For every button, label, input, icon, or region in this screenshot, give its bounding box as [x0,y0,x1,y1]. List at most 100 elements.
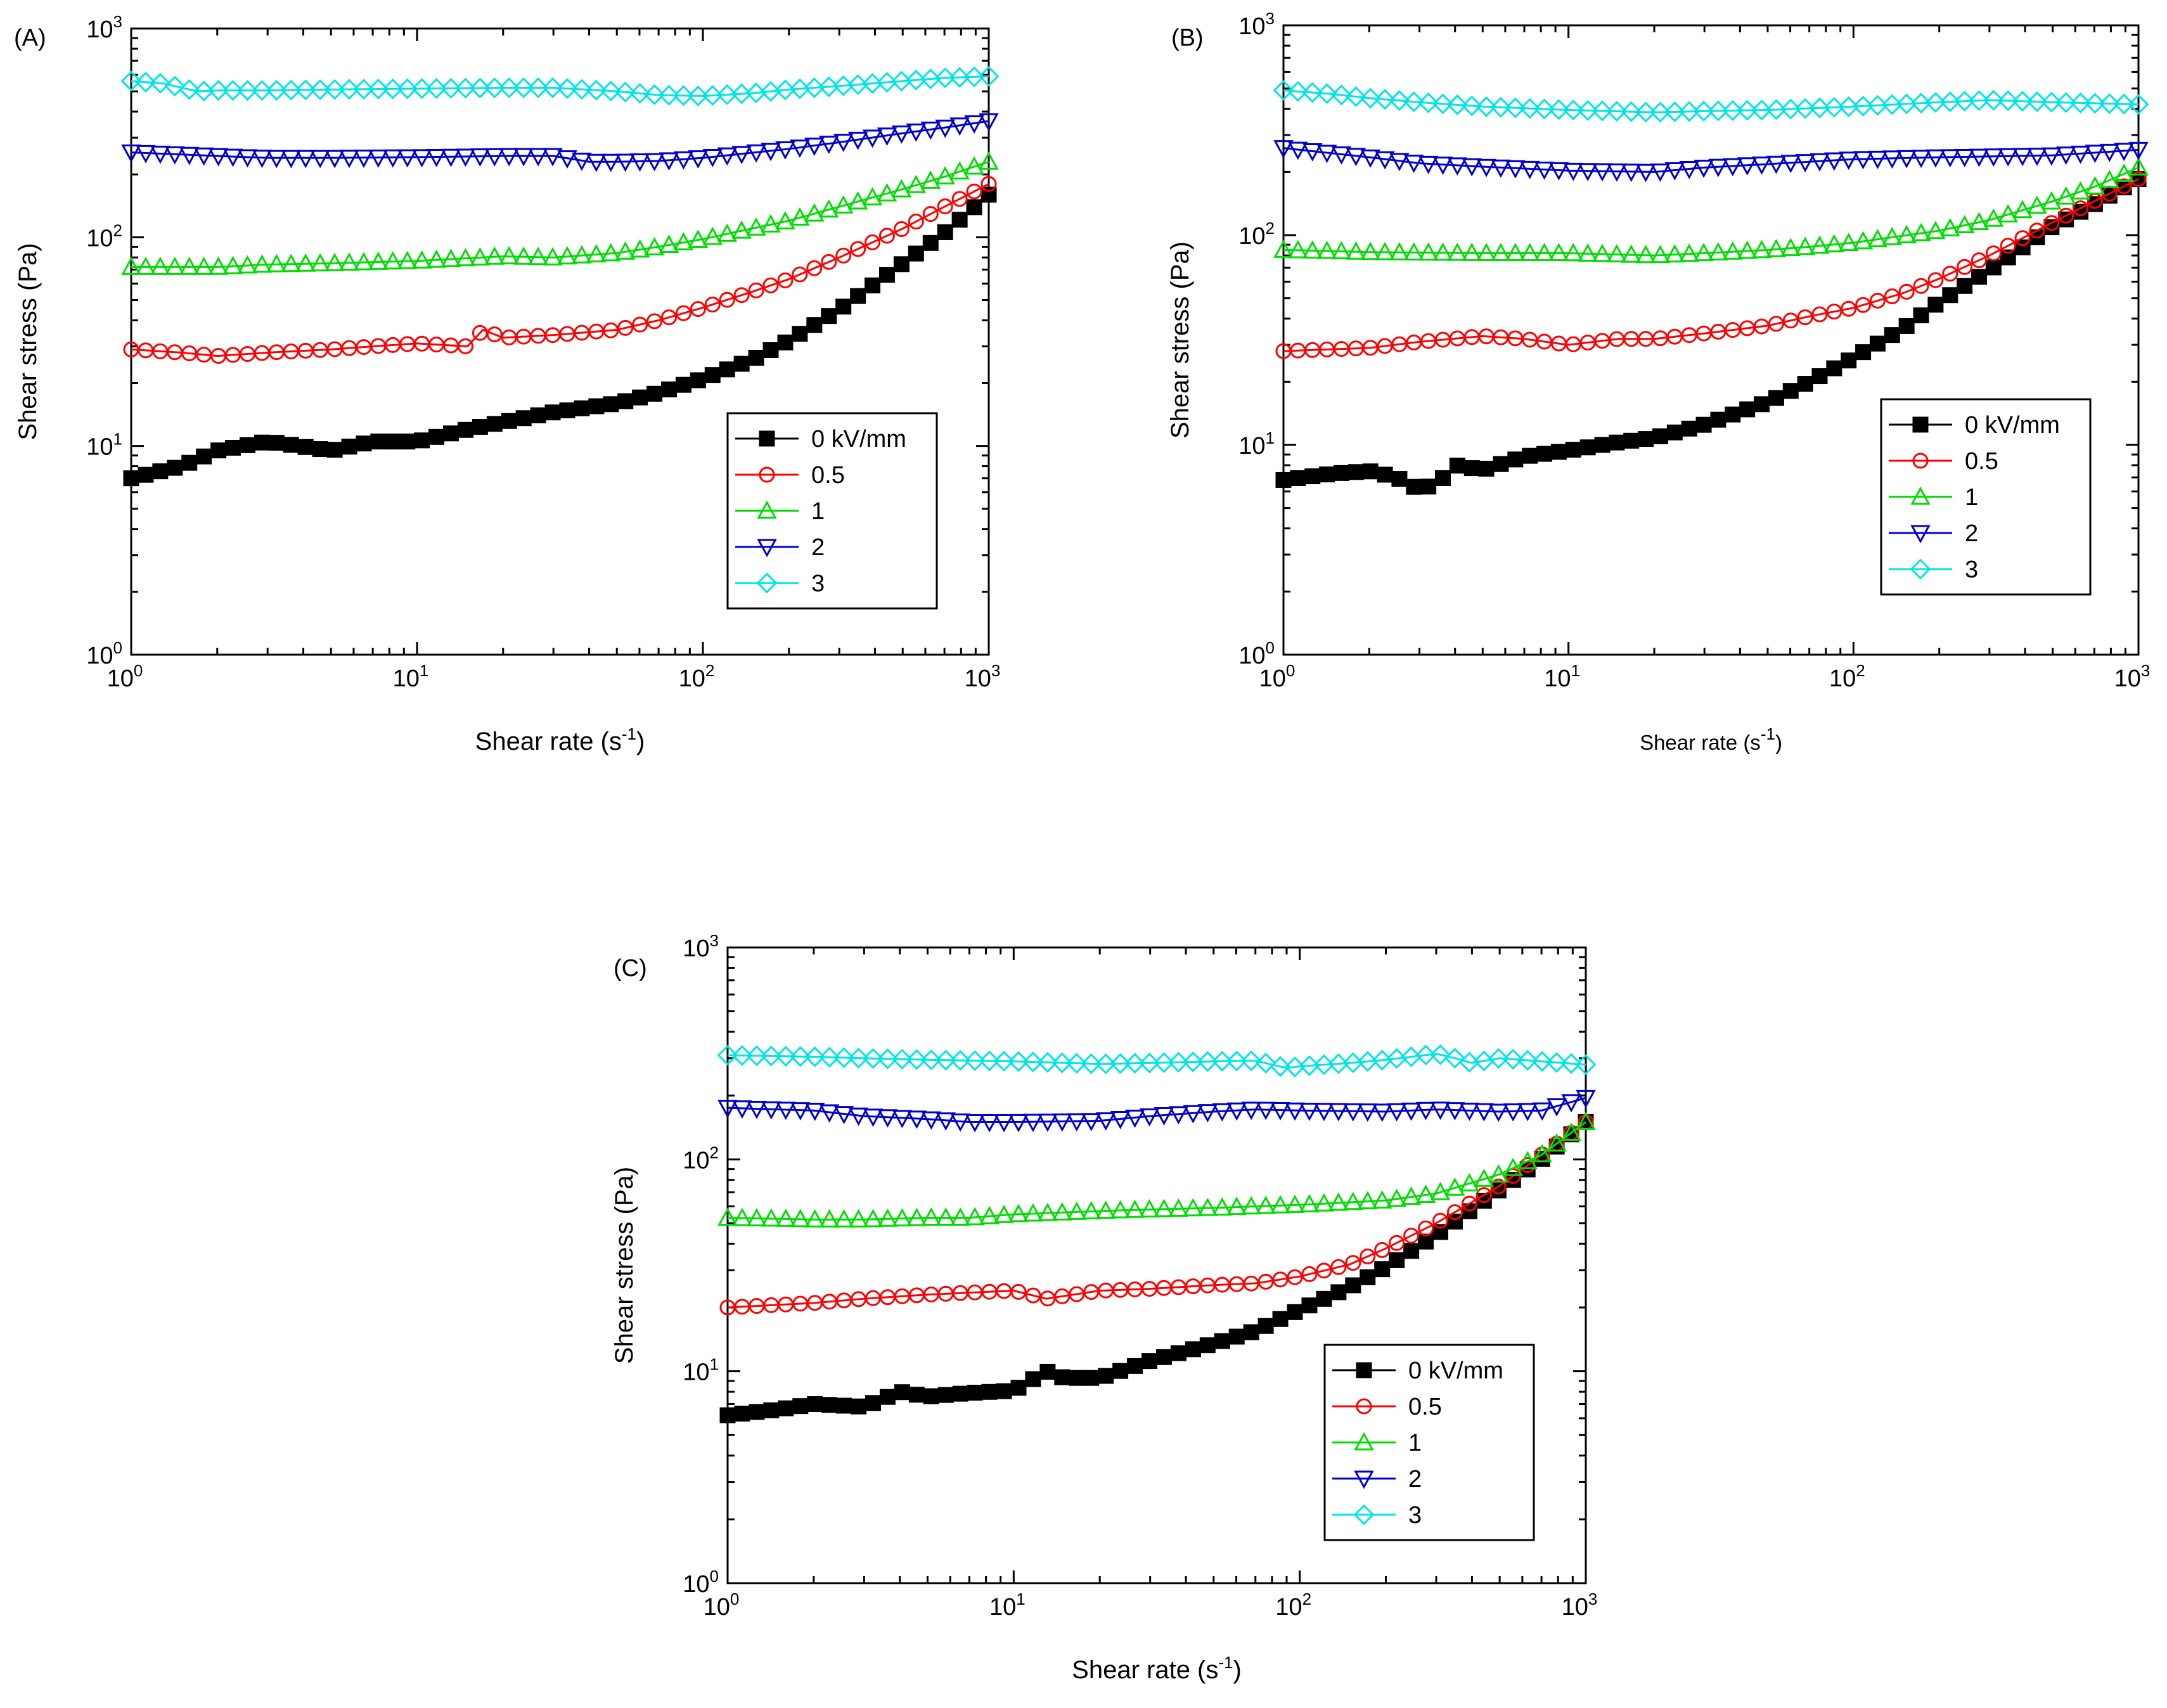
data-point [1418,1233,1434,1250]
data-point [588,398,605,414]
data-point [1635,245,1656,264]
data-point [1420,478,1437,495]
data-point [615,81,636,103]
data-point [1401,1102,1422,1121]
data-point [1754,396,1770,413]
data-point [1183,1198,1204,1217]
x-tick-label: 100 [107,661,143,692]
data-point [152,463,169,480]
data-point [1010,1283,1027,1300]
data-point [762,342,779,358]
data-point [806,317,823,333]
data-point [1462,158,1482,177]
x-tick-label: 103 [965,661,1001,692]
data-point [1576,1112,1596,1130]
data-point [1418,1220,1434,1236]
data-point [2099,169,2119,188]
legend-label: 0.5 [811,462,845,489]
data-point [1666,424,1683,440]
data-point [222,255,243,274]
data-point [1241,1101,1261,1120]
data-point [2042,191,2062,210]
data-point [893,221,910,238]
data-point [761,143,781,162]
data-point [1491,243,1511,262]
data-point [863,1048,884,1069]
data-point [906,1110,927,1129]
data-point [717,223,737,242]
data-point [893,256,910,273]
data-point [1124,1199,1145,1218]
data-point [2000,238,2016,254]
data-point [542,77,563,98]
legend-marker [1356,1398,1372,1415]
data-point [1330,1259,1347,1275]
data-point [414,432,430,449]
data-point [704,296,721,312]
data-point [1503,1157,1523,1176]
data-point [934,67,956,89]
data-point [761,1101,781,1120]
tick-base: 10 [2114,665,2141,692]
data-point [731,1045,753,1066]
tick-exponent: 2 [705,661,714,680]
data-point [1374,1242,1391,1258]
legend-item: 2 [1889,520,1978,547]
data-point [1302,143,1323,162]
tick-base: 10 [704,1594,730,1621]
data-point [1794,98,1816,119]
tick-exponent: 0 [113,638,122,657]
data-point [978,66,1000,87]
data-point [498,77,520,98]
data-point [1503,1103,1523,1122]
data-point [281,254,301,273]
data-point [1522,447,1538,464]
data-point [586,244,607,263]
data-point [528,247,548,266]
data-point [1345,1255,1361,1271]
data-point [528,148,548,167]
data-point [237,255,258,274]
data-point [673,232,694,251]
data-point [776,1209,796,1227]
data-point [659,152,679,171]
data-point [877,127,897,146]
data-point [776,1101,796,1120]
data-point [1985,245,2002,262]
data-point [601,243,621,262]
data-point [1650,101,1671,123]
panel-label: (C) [614,955,647,982]
data-point [210,442,227,459]
data-point [1534,161,1555,180]
data-point [1039,1363,1056,1380]
data-point [1386,1188,1407,1207]
data-series [121,151,999,275]
data-point [1505,243,1526,262]
data-point [1942,266,1958,282]
data-point [1330,1284,1347,1300]
legend-label: 0 kV/mm [811,426,906,453]
data-point [921,1207,942,1226]
data-point [2055,92,2077,113]
tick-exponent: 0 [730,1589,739,1608]
data-point [2027,148,2047,166]
data-point [673,85,694,106]
data-point [702,85,723,106]
data-point [1957,278,1973,294]
data-point [543,148,563,167]
data-point [1797,376,1813,392]
data-point [894,1384,910,1401]
data-point [1316,1262,1332,1279]
data-point [1228,1328,1245,1345]
data-point [339,252,359,271]
data-point [1723,158,1743,177]
data-point [1328,1053,1349,1074]
data-point [1290,470,1306,486]
data-point [1008,1051,1029,1072]
data-point [237,149,258,168]
data-point [1447,157,1468,176]
data-point [557,246,577,265]
data-point [950,1207,970,1226]
